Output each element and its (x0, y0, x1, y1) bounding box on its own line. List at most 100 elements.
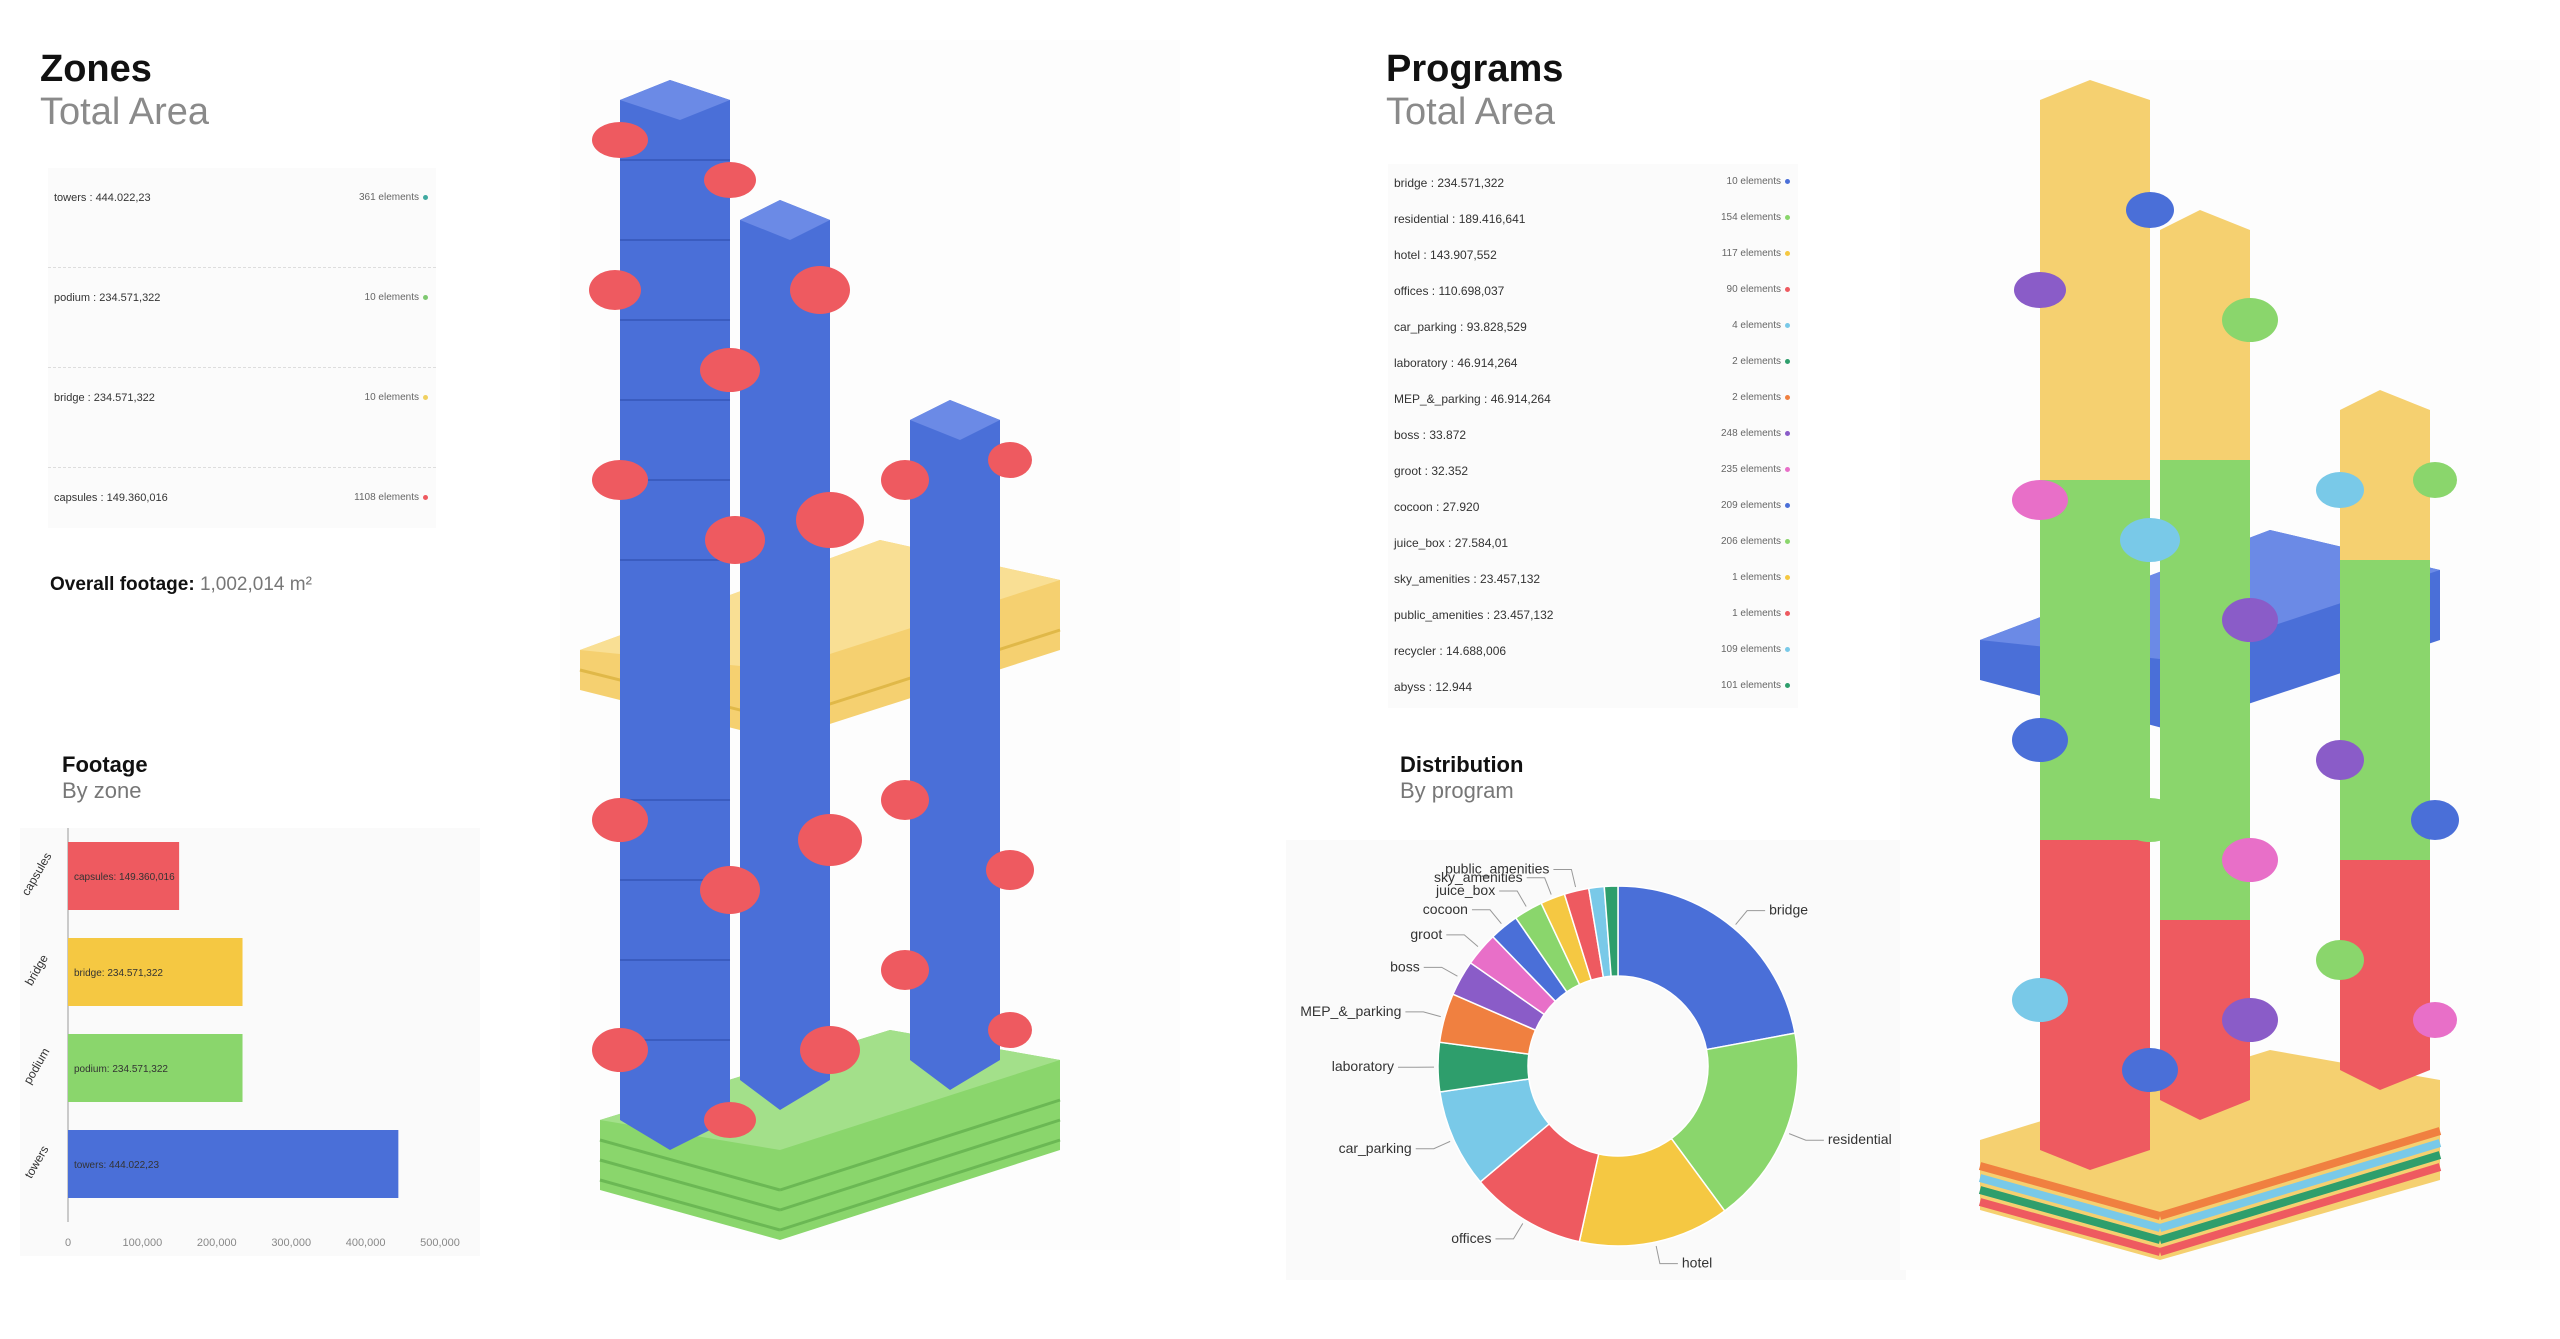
program-count-text: 1 elements (1732, 608, 1781, 619)
bar-label: towers: 444.022,23 (74, 1160, 159, 1171)
program-count-text: 154 elements (1720, 212, 1781, 223)
leader-line (1415, 1140, 1451, 1150)
zone-color-dot (423, 194, 428, 200)
program-color-dot (1785, 214, 1790, 220)
zone-count: 10 elements (365, 292, 428, 303)
zone-row: capsules : 149.360,016 1108 elements (48, 468, 436, 568)
program-count: 10 elements (1727, 176, 1790, 187)
slice-label: public_amenities (1445, 860, 1549, 876)
zones-title: Zones (40, 48, 152, 90)
overall-footage-label: Overall footage: (50, 574, 195, 595)
program-color-dot (1785, 646, 1790, 652)
program-row: public_amenities : 23.457,132 1 elements (1388, 596, 1798, 632)
programs-list: bridge : 234.571,322 10 elements residenti… (1388, 164, 1798, 708)
program-count-text: 2 elements (1732, 356, 1781, 367)
program-row: cocoon : 27.920 209 elements (1388, 488, 1798, 524)
program-row: MEP_&_parking : 46.914,264 2 elements (1388, 380, 1798, 416)
program-count: 109 elements (1721, 644, 1790, 655)
zones-3d-render (560, 40, 1180, 1250)
slice-label: boss (1390, 958, 1420, 974)
x-tick-label: 400,000 (346, 1237, 386, 1249)
leader-line (1471, 909, 1502, 924)
program-count: 90 elements (1727, 284, 1790, 295)
zone-row: bridge : 234.571,322 10 elements (48, 368, 436, 468)
program-label: abyss : 12.944 (1394, 680, 1473, 694)
program-count: 206 elements (1721, 536, 1790, 547)
program-color-dot (1785, 178, 1790, 184)
program-color-dot (1785, 286, 1790, 292)
slice-label: juice_box (1435, 882, 1495, 898)
overall-footage: Overall footage: 1,002,014 m² (50, 574, 312, 596)
program-count: 1 elements (1732, 572, 1790, 583)
x-tick-label: 500,000 (420, 1237, 460, 1249)
leader-line (1405, 1011, 1441, 1018)
leader-line (1446, 934, 1479, 947)
program-count-text: 209 elements (1720, 500, 1781, 511)
distribution-subtitle: By program (1400, 778, 1514, 803)
bar-capsules (68, 842, 180, 910)
program-count-text: 101 elements (1720, 680, 1781, 691)
program-color-dot (1785, 430, 1790, 436)
leader-line (1553, 868, 1577, 888)
zones-header: Zones Total Area (40, 48, 209, 134)
leader-line (1423, 966, 1458, 977)
slice-label: residential (1828, 1131, 1892, 1147)
zone-count-text: 10 elements (364, 292, 419, 303)
zone-label: towers : 444.022,23 (54, 192, 151, 204)
program-color-dot (1785, 358, 1790, 364)
bar-bridge (68, 938, 243, 1006)
program-count-text: 109 elements (1720, 644, 1781, 655)
program-label: juice_box : 27.584,01 (1394, 536, 1509, 550)
program-label: car_parking : 93.828,529 (1394, 320, 1527, 334)
slice-label: groot (1410, 926, 1442, 942)
program-row: offices : 110.698,037 90 elements (1388, 272, 1798, 308)
slice-abyss (1603, 885, 1619, 978)
program-row: laboratory : 46.914,264 2 elements (1388, 344, 1798, 380)
program-color-dot (1785, 466, 1790, 472)
program-label: recycler : 14.688,006 (1394, 644, 1507, 658)
program-color-dot (1785, 610, 1790, 616)
zone-color-dot (423, 494, 428, 500)
slice-label: cocoon (1423, 901, 1468, 917)
program-row: abyss : 12.944 101 elements (1388, 668, 1798, 704)
x-tick-label: 100,000 (123, 1237, 163, 1249)
program-color-dot (1785, 574, 1790, 580)
leader-line (1735, 910, 1766, 925)
leader-line (1788, 1133, 1824, 1141)
zone-label: podium : 234.571,322 (54, 292, 161, 304)
program-count: 209 elements (1721, 500, 1790, 511)
program-count-text: 2 elements (1732, 392, 1781, 403)
zones-subtitle: Total Area (40, 91, 209, 133)
leader-line (1655, 1245, 1678, 1265)
bar-podium (68, 1034, 243, 1102)
program-label: bridge : 234.571,322 (1394, 176, 1505, 190)
zones-list: towers : 444.022,23 361 elements podium : … (48, 168, 436, 528)
program-count-text: 90 elements (1726, 284, 1781, 295)
slice-label: bridge (1769, 902, 1808, 918)
program-row: sky_amenities : 23.457,132 1 elements (1388, 560, 1798, 596)
program-count-text: 4 elements (1732, 320, 1781, 331)
distribution-title: Distribution (1400, 752, 1524, 777)
zone-color-dot (423, 394, 428, 400)
program-count: 2 elements (1732, 392, 1790, 403)
x-tick-label: 300,000 (271, 1237, 311, 1249)
slice-label: hotel (1682, 1255, 1712, 1271)
program-count-text: 10 elements (1726, 176, 1781, 187)
program-count: 117 elements (1722, 248, 1790, 259)
program-row: hotel : 143.907,552 117 elements (1388, 236, 1798, 272)
program-label: cocoon : 27.920 (1394, 500, 1480, 514)
program-row: groot : 32.352 235 elements (1388, 452, 1798, 488)
slice-residential (1670, 1032, 1799, 1213)
bar-towers (68, 1130, 399, 1198)
program-count: 154 elements (1721, 212, 1790, 223)
leader-line (1495, 1223, 1524, 1240)
slice-label: MEP_&_parking (1300, 1003, 1401, 1019)
program-color-dot (1785, 394, 1790, 400)
divider (48, 467, 436, 468)
programs-3d-render (1900, 60, 2540, 1270)
x-tick-label: 0 (65, 1237, 71, 1249)
bar-label: podium: 234.571,322 (74, 1064, 168, 1075)
x-tick-label: 200,000 (197, 1237, 237, 1249)
slice-label: offices (1451, 1230, 1491, 1246)
zone-label: bridge : 234.571,322 (54, 392, 155, 404)
